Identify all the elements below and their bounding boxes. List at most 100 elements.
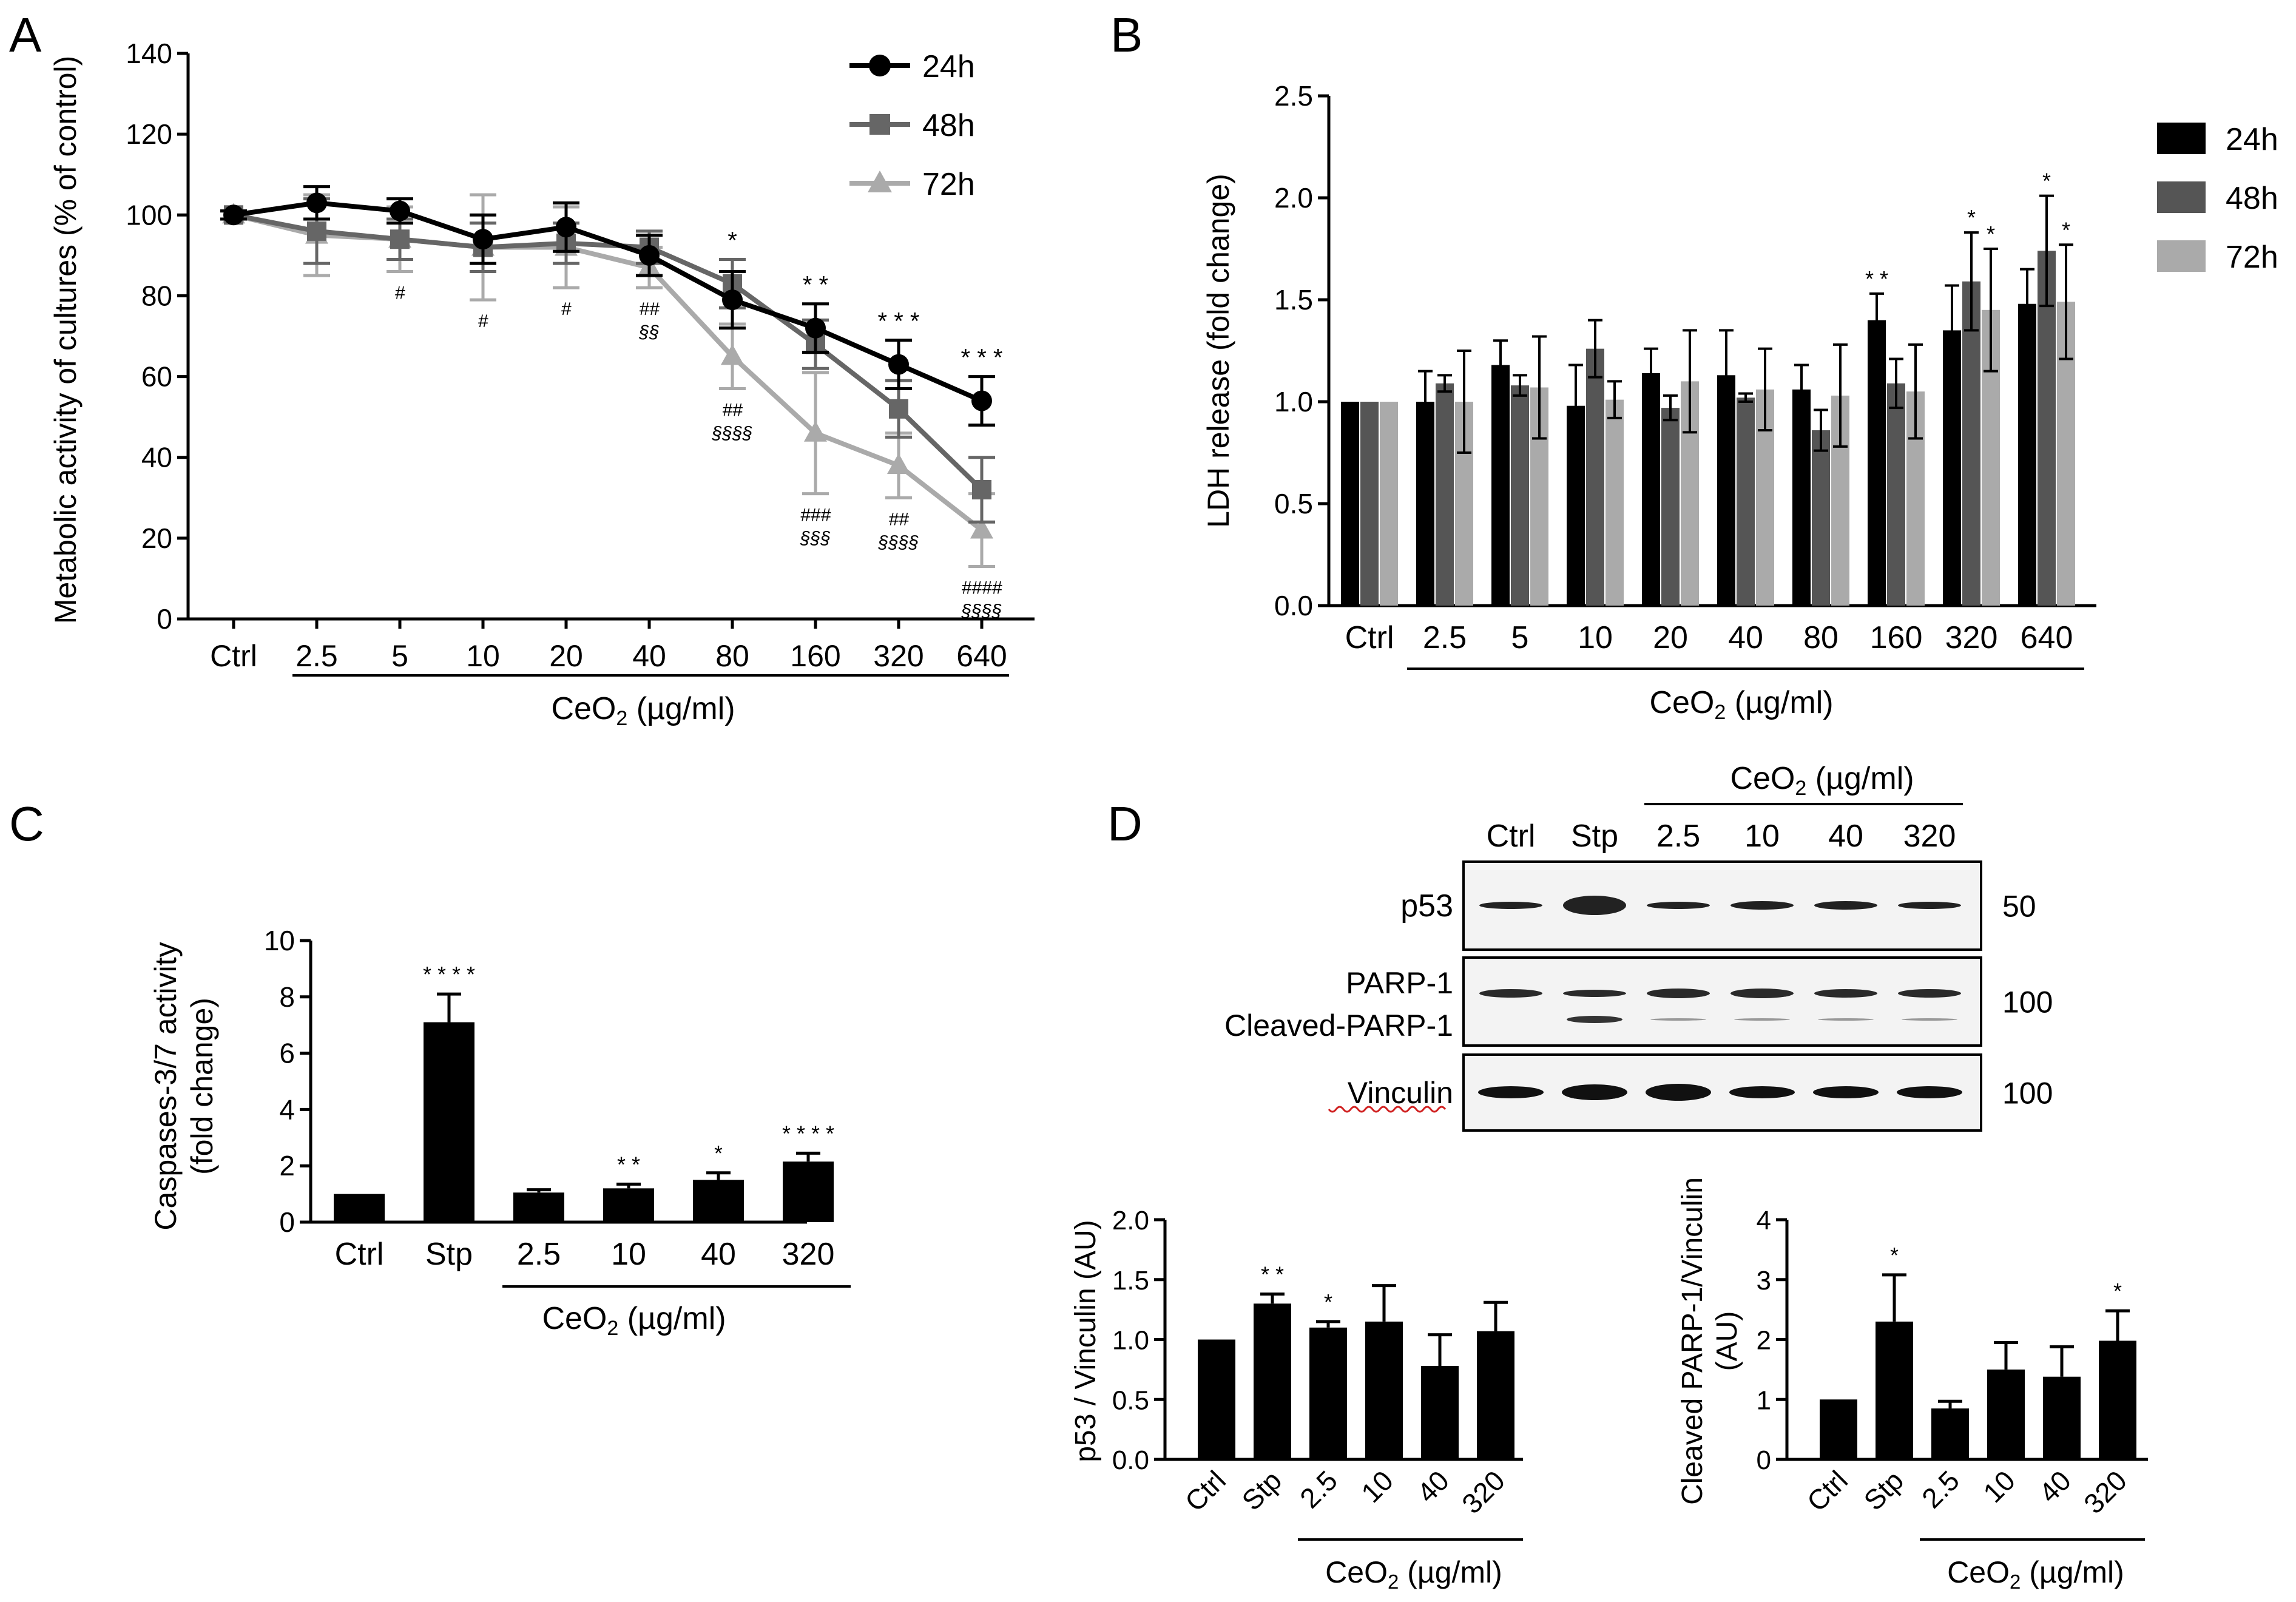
- chart-a-48h-point: [307, 221, 326, 241]
- blot-band-vinculin: [1562, 1084, 1627, 1100]
- chart-a-x-tick-label: 160: [790, 639, 840, 673]
- blot-band-parp1: [1814, 989, 1877, 998]
- chart-c-x-tick-label: 2.5: [517, 1237, 561, 1272]
- blot-label-parp1: PARP-1: [1346, 966, 1453, 1000]
- chart-a-metabolic-activity: 0 20 40 60 80 100 120 140 Ctrl 2.5 5 10 20 40 80 160 320…: [49, 38, 1035, 730]
- blot-band-parp1: [1898, 989, 1961, 998]
- chart-d2-x-label-sub: 2: [2010, 1570, 2021, 1593]
- chart-a-y-tick-label: 100: [126, 199, 172, 231]
- chart-b-y-tick-label: 1.0: [1274, 386, 1313, 417]
- chart-b-significance: * *: [1865, 266, 1888, 291]
- chart-d2-y-tick-label: 3: [1757, 1266, 1771, 1296]
- panel-label-a: A: [9, 8, 42, 62]
- chart-d1-y-tick-label: 1.5: [1112, 1266, 1149, 1296]
- chart-b-bar-24h: [1341, 402, 1359, 606]
- chart-b-bar-24h: [1868, 320, 1886, 606]
- chart-a-significance-below: ####: [962, 578, 1002, 598]
- chart-c-y-label-line1: Caspases-3/7 activity: [149, 942, 183, 1230]
- blot-marker-3: 100: [2002, 1076, 2053, 1110]
- chart-b-bar-48h: [1962, 281, 1980, 606]
- chart-a-24h-point: [639, 245, 660, 266]
- legend-b-24h-label: 24h: [2226, 122, 2278, 157]
- blot-header-rest: (µg/ml): [1806, 761, 1914, 796]
- chart-b-significance: *: [1987, 221, 1995, 246]
- chart-b-x-tick-label: 5: [1511, 620, 1529, 655]
- blot-band-p53: [1647, 902, 1710, 909]
- chart-c-significance: *: [714, 1141, 723, 1166]
- chart-a-x-label-sub: 2: [616, 707, 627, 730]
- chart-d1-bar: [1198, 1339, 1235, 1459]
- chart-a-significance: *: [728, 228, 737, 254]
- chart-b-x-tick-label: 10: [1578, 620, 1613, 655]
- blot-band-cleaved-parp1: [1650, 1018, 1706, 1021]
- chart-b-x-tick-label: 80: [1803, 620, 1838, 655]
- chart-a-x-tick-label: 40: [632, 639, 666, 673]
- chart-d1-x-label-rest: (µg/ml): [1399, 1555, 1502, 1589]
- chart-c-bar: [334, 1194, 385, 1222]
- chart-d1-x-label-sub: 2: [1388, 1570, 1399, 1593]
- chart-a-y-tick-label: 40: [141, 442, 172, 473]
- chart-d1-x-label: CeO2 (µg/ml): [1325, 1555, 1502, 1593]
- chart-b-bar-48h: [1360, 402, 1379, 606]
- chart-d2-bar: [2043, 1376, 2081, 1459]
- chart-a-significance-below: §§§: [800, 529, 831, 549]
- legend-a-24h-label: 24h: [922, 49, 975, 84]
- chart-b-bar-72h: [1606, 399, 1624, 606]
- chart-d1-x-tick-label: 320: [1456, 1464, 1511, 1519]
- chart-a-y-tick-label: 60: [141, 361, 172, 393]
- chart-b-bar-72h: [1380, 402, 1398, 606]
- chart-b-bar-48h: [1737, 397, 1755, 606]
- chart-c-x-label: CeO2 (µg/ml): [542, 1301, 726, 1340]
- western-blot-d: CeO2 (µg/ml) Ctrl Stp 2.5 10 40 320 50 100 100 p53…: [1224, 761, 2053, 1132]
- chart-b-y-tick-label: 2.5: [1274, 80, 1313, 112]
- legend-a-72h-marker: [868, 171, 892, 192]
- blot-frame-2: [1462, 956, 1982, 1047]
- chart-a-y-tick-label: 140: [126, 38, 172, 69]
- chart-a-significance-below: ##: [639, 299, 660, 319]
- chart-c-significance: * *: [617, 1152, 640, 1177]
- chart-b-bar-48h: [1812, 430, 1830, 606]
- chart-d2-x-label-base: CeO: [1947, 1555, 2010, 1589]
- chart-a-significance-below: §§§§: [961, 601, 1002, 621]
- chart-a-significance: * * *: [961, 345, 1003, 371]
- chart-a-significance-below: §§: [638, 322, 659, 342]
- chart-d2-y-tick-label: 2: [1757, 1326, 1771, 1356]
- chart-a-y-tick-label: 0: [157, 603, 172, 635]
- chart-d2-bar: [1820, 1399, 1857, 1459]
- chart-a-24h-point: [223, 204, 244, 226]
- chart-b-y-tick-label: 0.5: [1274, 488, 1313, 519]
- chart-d1-y-tick-label: 2.0: [1112, 1206, 1149, 1235]
- chart-d2-x-tick-label: 10: [1977, 1464, 2021, 1509]
- blot-band-vinculin: [1478, 1086, 1544, 1098]
- chart-d2-y-label-line2: (AU): [1711, 1311, 1743, 1371]
- blot-marker-2: 100: [2002, 985, 2053, 1019]
- chart-b-y-tick-label: 1.5: [1274, 284, 1313, 316]
- chart-a-y-tick-label: 120: [126, 118, 172, 150]
- chart-b-x-tick-label: Ctrl: [1345, 620, 1394, 655]
- chart-a-72h-line: [233, 212, 984, 532]
- chart-b-x-tick-label: 320: [1945, 620, 1998, 655]
- blot-band-p53: [1479, 902, 1542, 909]
- chart-d1-significance: * *: [1261, 1262, 1284, 1286]
- chart-a-24h-point: [306, 192, 327, 214]
- chart-a-24h-point: [722, 289, 743, 311]
- legend-a-48h-label: 48h: [922, 108, 975, 143]
- chart-d1-y-tick-label: 0.5: [1112, 1385, 1149, 1415]
- blot-band-p53: [1814, 901, 1877, 910]
- chart-d2-bar: [1931, 1408, 1969, 1459]
- blot-lane-label: 2.5: [1656, 819, 1700, 854]
- chart-b-y-label: LDH release (fold change): [1201, 174, 1235, 528]
- chart-c-y-tick-label: 10: [264, 925, 295, 956]
- chart-a-significance-below: ###: [800, 505, 831, 526]
- blot-band-vinculin: [1813, 1086, 1879, 1098]
- chart-a-24h-point: [888, 354, 909, 375]
- chart-d1-significance: *: [1324, 1289, 1332, 1314]
- chart-c-bar: [603, 1188, 654, 1222]
- blot-band-parp1: [1730, 989, 1794, 998]
- chart-a-significance: * * *: [878, 308, 920, 335]
- chart-a-24h-point: [390, 200, 410, 221]
- blot-band-cleaved-parp1: [1902, 1018, 1957, 1021]
- blot-frame-1: [1462, 860, 1982, 951]
